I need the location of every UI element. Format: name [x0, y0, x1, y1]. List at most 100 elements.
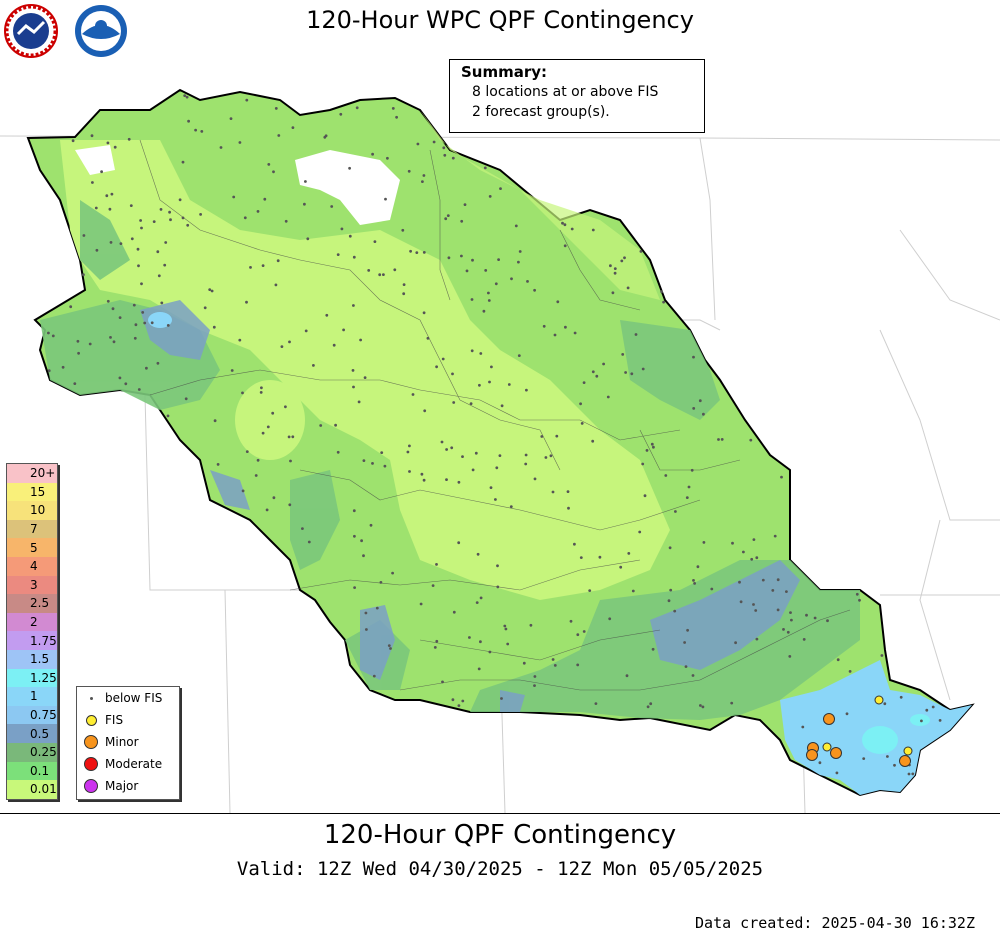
- below-fis-gauge[interactable]: [463, 203, 467, 207]
- below-fis-gauge[interactable]: [664, 474, 668, 477]
- below-fis-gauge[interactable]: [470, 349, 474, 353]
- below-fis-gauge[interactable]: [698, 399, 702, 403]
- below-fis-gauge[interactable]: [132, 303, 136, 307]
- below-fis-gauge[interactable]: [166, 324, 170, 327]
- below-fis-gauge[interactable]: [717, 438, 720, 441]
- below-fis-gauge[interactable]: [650, 442, 654, 446]
- below-fis-gauge[interactable]: [478, 383, 481, 387]
- below-fis-gauge[interactable]: [460, 254, 463, 258]
- below-fis-gauge[interactable]: [738, 580, 741, 584]
- below-fis-gauge[interactable]: [336, 450, 340, 454]
- below-fis-gauge[interactable]: [634, 333, 638, 336]
- below-fis-gauge[interactable]: [457, 704, 461, 707]
- below-fis-gauge[interactable]: [471, 468, 475, 472]
- below-fis-gauge[interactable]: [457, 480, 461, 484]
- below-fis-gauge[interactable]: [514, 224, 518, 228]
- below-fis-gauge[interactable]: [422, 478, 426, 482]
- below-fis-gauge[interactable]: [373, 240, 377, 244]
- below-fis-gauge[interactable]: [582, 381, 586, 384]
- below-fis-gauge[interactable]: [580, 422, 584, 425]
- below-fis-gauge[interactable]: [623, 256, 626, 260]
- below-fis-gauge[interactable]: [421, 180, 424, 184]
- below-fis-gauge[interactable]: [265, 508, 269, 512]
- below-fis-gauge[interactable]: [119, 242, 123, 246]
- below-fis-gauge[interactable]: [156, 361, 160, 365]
- below-fis-gauge[interactable]: [524, 462, 528, 466]
- below-fis-gauge[interactable]: [352, 385, 355, 389]
- below-fis-gauge[interactable]: [435, 365, 438, 369]
- below-fis-gauge[interactable]: [625, 674, 629, 678]
- below-fis-gauge[interactable]: [490, 365, 493, 369]
- below-fis-gauge[interactable]: [256, 458, 260, 462]
- below-fis-gauge[interactable]: [208, 288, 212, 291]
- below-fis-gauge[interactable]: [431, 584, 435, 587]
- below-fis-gauge[interactable]: [595, 374, 599, 378]
- below-fis-gauge[interactable]: [245, 300, 248, 304]
- below-fis-gauge[interactable]: [355, 106, 359, 110]
- below-fis-gauge[interactable]: [613, 271, 617, 275]
- below-fis-gauge[interactable]: [432, 140, 436, 144]
- below-fis-gauge[interactable]: [460, 219, 464, 223]
- below-fis-gauge[interactable]: [627, 552, 631, 555]
- below-fis-gauge[interactable]: [925, 708, 929, 712]
- below-fis-gauge[interactable]: [555, 434, 559, 438]
- below-fis-gauge[interactable]: [362, 554, 365, 558]
- below-fis-gauge[interactable]: [353, 534, 356, 538]
- below-fis-gauge[interactable]: [90, 134, 94, 138]
- below-fis-gauge[interactable]: [742, 550, 745, 554]
- below-fis-gauge[interactable]: [157, 274, 161, 278]
- below-fis-gauge[interactable]: [533, 477, 537, 481]
- below-fis-gauge[interactable]: [749, 438, 753, 442]
- below-fis-gauge[interactable]: [332, 343, 336, 347]
- below-fis-gauge[interactable]: [77, 351, 80, 355]
- below-fis-gauge[interactable]: [551, 490, 555, 494]
- below-fis-gauge[interactable]: [365, 628, 368, 631]
- below-fis-gauge[interactable]: [668, 546, 672, 550]
- below-fis-gauge[interactable]: [352, 304, 355, 307]
- below-fis-gauge[interactable]: [540, 435, 544, 438]
- below-fis-gauge[interactable]: [280, 345, 284, 348]
- below-fis-gauge[interactable]: [789, 611, 792, 614]
- below-fis-gauge[interactable]: [801, 725, 805, 729]
- below-fis-gauge[interactable]: [325, 313, 329, 317]
- below-fis-gauge[interactable]: [517, 260, 520, 264]
- below-fis-gauge[interactable]: [133, 336, 137, 340]
- below-fis-gauge[interactable]: [496, 585, 500, 589]
- below-fis-gauge[interactable]: [342, 328, 345, 332]
- below-fis-gauge[interactable]: [739, 600, 743, 604]
- below-fis-gauge[interactable]: [692, 579, 695, 582]
- below-fis-gauge[interactable]: [734, 641, 737, 645]
- below-fis-gauge[interactable]: [858, 598, 861, 602]
- below-fis-gauge[interactable]: [351, 369, 355, 372]
- below-fis-gauge[interactable]: [446, 214, 450, 218]
- below-fis-gauge[interactable]: [383, 464, 387, 468]
- below-fis-gauge[interactable]: [693, 582, 696, 585]
- below-fis-gauge[interactable]: [372, 674, 376, 678]
- below-fis-gauge[interactable]: [447, 256, 451, 260]
- below-fis-gauge[interactable]: [371, 462, 374, 465]
- below-fis-gauge[interactable]: [129, 204, 133, 208]
- below-fis-gauge[interactable]: [855, 592, 859, 596]
- below-fis-gauge[interactable]: [124, 382, 128, 386]
- below-fis-gauge[interactable]: [510, 277, 513, 281]
- below-fis-gauge[interactable]: [761, 578, 765, 582]
- below-fis-gauge[interactable]: [348, 234, 352, 238]
- below-fis-gauge[interactable]: [468, 636, 471, 639]
- below-fis-gauge[interactable]: [100, 170, 103, 174]
- below-fis-gauge[interactable]: [387, 644, 391, 647]
- below-fis-gauge[interactable]: [494, 498, 497, 501]
- below-fis-gauge[interactable]: [551, 658, 555, 661]
- below-fis-gauge[interactable]: [109, 241, 113, 244]
- below-fis-gauge[interactable]: [391, 107, 395, 110]
- below-fis-gauge[interactable]: [494, 282, 498, 286]
- below-fis-gauge[interactable]: [785, 590, 788, 593]
- below-fis-gauge[interactable]: [730, 701, 734, 705]
- below-fis-gauge[interactable]: [263, 197, 267, 201]
- below-fis-gauge[interactable]: [416, 142, 420, 146]
- below-fis-gauge[interactable]: [479, 352, 483, 355]
- below-fis-gauge[interactable]: [470, 298, 474, 301]
- below-fis-gauge[interactable]: [570, 227, 574, 231]
- below-fis-gauge[interactable]: [277, 134, 281, 137]
- below-fis-gauge[interactable]: [168, 210, 172, 214]
- below-fis-gauge[interactable]: [330, 205, 334, 208]
